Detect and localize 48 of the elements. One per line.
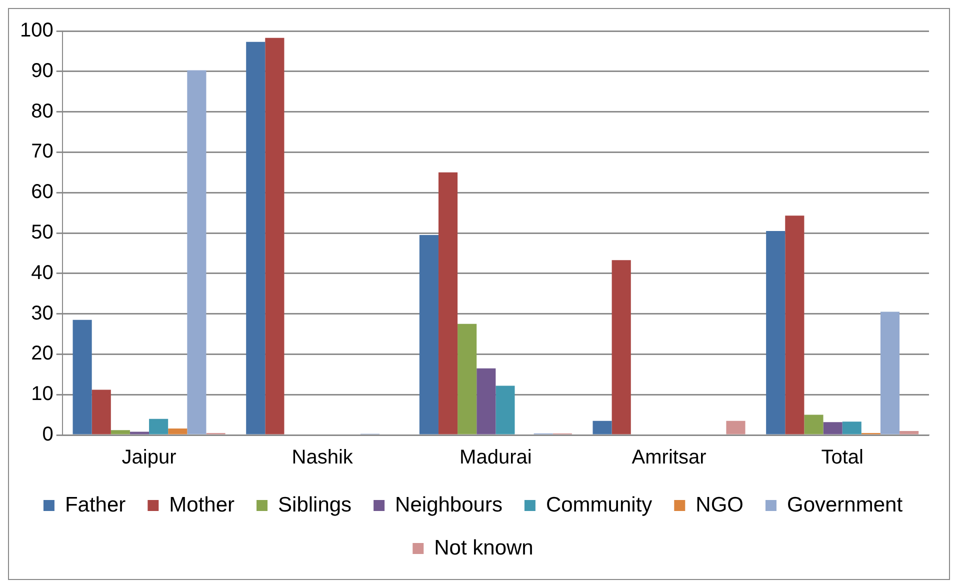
bar [187,70,206,434]
y-tick-label: 90 [31,60,54,82]
y-tick-label: 30 [31,302,54,324]
bar [592,420,612,434]
bar [880,312,900,434]
bar [766,230,786,434]
legend-label: Not known [434,536,534,560]
x-tick-label: Jaipur [122,446,177,469]
bar [823,422,842,434]
x-tick-label: Total [821,446,864,469]
y-tick-label: 80 [31,100,54,122]
y-tick-label: 50 [31,222,54,244]
x-tick-label: Amritsar [632,446,707,469]
bar [458,324,477,434]
y-tick-label: 10 [31,383,54,406]
bar [149,418,168,434]
y-tick-label: 20 [31,342,54,365]
bar [110,430,130,434]
legend-label: Neighbours [395,493,502,516]
x-tick-label: Madurai [460,446,532,469]
bar [804,414,824,434]
bar [496,386,515,434]
legend-label: Father [64,493,126,516]
bar [72,320,92,434]
y-tick-label: 100 [20,20,54,42]
y-tick-label: 0 [42,424,54,446]
bar [246,42,266,434]
bar [612,260,631,434]
y-tick-label: 60 [31,181,54,204]
bar [726,420,746,434]
bar [130,432,150,434]
x-tick-label: Nashik [292,446,354,469]
legend-label: NGO [696,493,744,516]
bar [92,390,111,434]
bar [785,216,804,434]
bar [419,235,438,434]
bar [438,172,458,434]
bar [476,368,496,434]
bar [842,422,862,434]
bar [265,38,284,434]
bar [168,428,188,434]
legend-label: Mother [169,493,235,516]
bar [900,430,919,434]
legend-label: Government [786,493,903,516]
y-tick-label: 70 [31,140,54,163]
y-tick-label: 40 [31,262,54,284]
legend-label: Siblings [278,493,352,516]
legend-label: Community [546,493,653,516]
